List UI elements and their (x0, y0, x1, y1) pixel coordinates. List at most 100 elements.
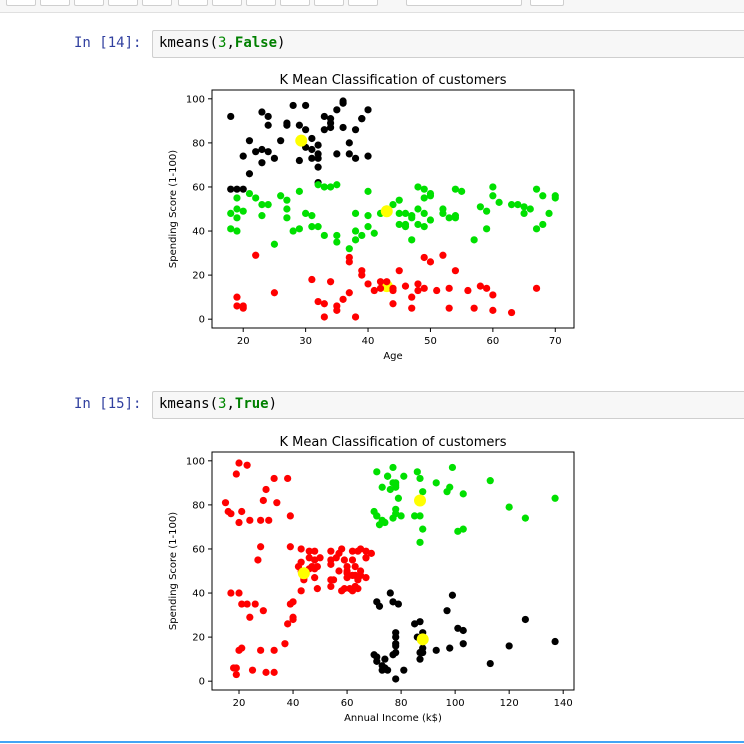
data-point-red (338, 545, 346, 553)
toolbar-button[interactable] (314, 0, 344, 6)
code-comma: , (226, 35, 235, 51)
data-point-red (345, 289, 353, 297)
x-tick-label: 30 (299, 336, 312, 347)
cell-type-select[interactable] (406, 0, 522, 6)
data-point-red (257, 646, 265, 654)
data-point-red (333, 302, 341, 310)
data-point-green (408, 212, 416, 220)
y-axis-label: Spending Score (1-100) (168, 512, 179, 630)
code-comma: , (226, 396, 235, 412)
x-tick-label: 40 (362, 336, 375, 347)
data-point-black (245, 137, 254, 145)
data-point-red (314, 297, 322, 306)
code-input[interactable]: kmeans(3,False) (152, 30, 744, 58)
data-point-red (348, 556, 357, 564)
data-point-green (270, 240, 279, 248)
data-point-black (454, 624, 462, 632)
data-point-green (400, 472, 408, 480)
data-point-green (364, 223, 372, 231)
data-point-red (243, 600, 251, 608)
data-point-green (551, 192, 559, 200)
data-point-red (254, 556, 262, 564)
cell-prompt: In [15]: (74, 396, 142, 412)
x-tick-label: 60 (341, 698, 354, 709)
data-point-red (311, 547, 319, 555)
data-point-green (264, 200, 272, 209)
data-point-black (364, 106, 372, 114)
notebook-toolbar (0, 0, 744, 13)
data-point-red (470, 304, 478, 312)
toolbar-button[interactable] (280, 0, 310, 6)
data-point-black (283, 121, 291, 129)
data-point-green (470, 236, 478, 244)
data-point-black (264, 121, 272, 129)
data-point-red (439, 251, 447, 259)
data-point-green (351, 209, 360, 218)
data-point-black (416, 655, 424, 663)
data-point-green (245, 189, 254, 198)
data-point-red (252, 251, 260, 259)
data-point-red (270, 474, 278, 483)
toolbar-button[interactable] (108, 0, 138, 6)
data-point-red (232, 470, 240, 478)
data-point-red (238, 644, 246, 652)
data-point-green (333, 231, 341, 240)
data-point-black (419, 644, 427, 652)
code-function: kmeans (159, 35, 210, 51)
toolbar-button[interactable] (348, 0, 378, 6)
data-point-green (420, 194, 428, 202)
toolbar-button[interactable] (530, 0, 564, 6)
data-point-red (297, 558, 305, 566)
data-point-green (345, 245, 353, 253)
data-point-black (459, 626, 467, 635)
y-tick-label: 20 (192, 271, 205, 282)
toolbar-button[interactable] (178, 0, 208, 6)
data-point-black (459, 640, 467, 648)
centroid-point (416, 633, 429, 646)
data-point-green (495, 198, 503, 206)
toolbar-button[interactable] (212, 0, 242, 6)
data-point-red (327, 547, 335, 555)
data-point-green (351, 236, 360, 244)
data-point-black (373, 657, 381, 665)
data-point-black (302, 101, 310, 110)
data-point-green (445, 214, 453, 222)
data-point-green (486, 477, 494, 485)
toolbar-button[interactable] (246, 0, 276, 6)
toolbar-button[interactable] (40, 0, 70, 6)
data-point-green (408, 236, 416, 244)
data-point-red (426, 258, 435, 266)
code-paren: ) (277, 35, 286, 51)
data-point-black (320, 126, 328, 134)
data-point-green (295, 187, 303, 195)
data-point-black (333, 106, 341, 114)
data-point-green (389, 463, 397, 472)
data-point-green (364, 212, 372, 220)
chart-title: K Mean Classification of customers (279, 73, 506, 88)
centroid-point (295, 134, 308, 147)
data-point-green (514, 200, 522, 209)
toolbar-button[interactable] (74, 0, 104, 6)
data-point-green (414, 205, 422, 213)
data-point-green (227, 225, 235, 233)
data-point-green (395, 220, 403, 229)
plot-frame (211, 451, 575, 691)
data-point-green (416, 474, 424, 483)
data-point-red (259, 607, 267, 615)
data-point-red (367, 549, 375, 557)
data-point-red (351, 562, 359, 571)
y-tick-label: 60 (192, 182, 205, 193)
data-point-green (233, 194, 241, 202)
data-point-black (381, 655, 389, 663)
data-point-black (411, 620, 419, 628)
data-point-black (345, 150, 353, 158)
data-point-red (227, 510, 235, 518)
toolbar-button[interactable] (142, 0, 172, 6)
data-point-black (392, 633, 400, 641)
toolbar-button[interactable] (6, 0, 36, 6)
code-input[interactable]: kmeans(3,True) (152, 391, 744, 419)
data-point-red (445, 284, 453, 292)
x-tick-label: 20 (237, 336, 250, 347)
data-point-black (446, 644, 454, 652)
data-point-green (489, 183, 497, 191)
